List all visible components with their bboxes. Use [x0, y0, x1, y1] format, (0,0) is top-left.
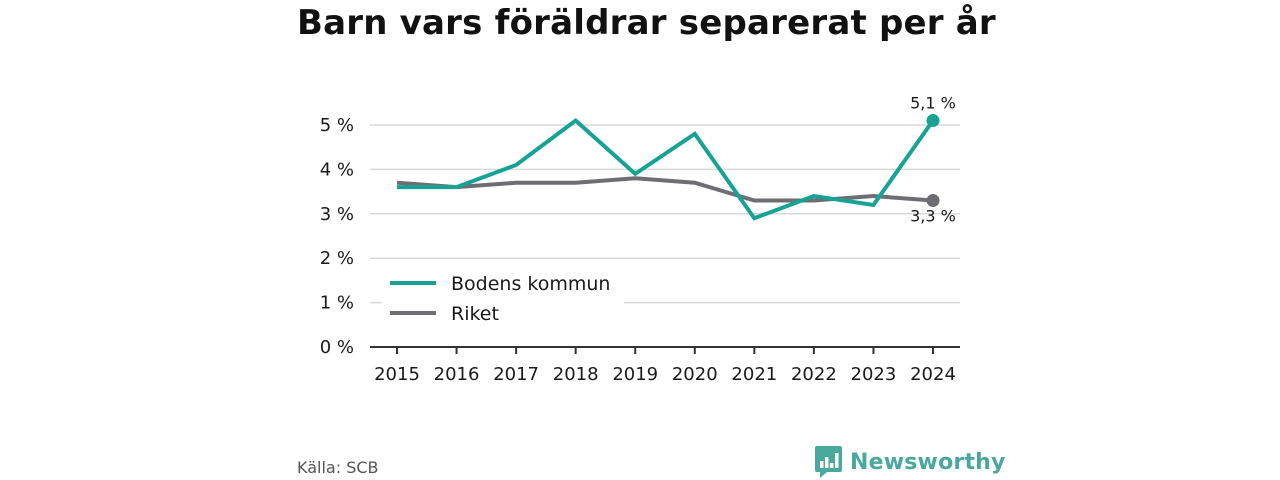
x-tick-label: 2020	[672, 364, 718, 385]
legend-label: Riket	[451, 303, 499, 325]
y-tick-label: 2 %	[320, 248, 354, 269]
end-label-riket: 3,3 %	[910, 206, 956, 225]
y-tick-label: 5 %	[320, 115, 354, 136]
chart-title: Barn vars föräldrar separerat per år	[297, 3, 996, 43]
x-tick-label: 2023	[851, 364, 897, 385]
brand-logo: Newsworthy	[815, 446, 1006, 478]
y-tick-label: 4 %	[320, 159, 354, 180]
x-tick-label: 2022	[791, 364, 837, 385]
series-line-bodens-kommun	[397, 117, 935, 221]
x-tick-label: 2021	[731, 364, 777, 385]
x-tick-label: 2018	[553, 364, 599, 385]
x-axis: 2015 2016 2017 2018 2019 2020 2021 2022 2023 2024	[370, 346, 960, 385]
y-tick-label: 0 %	[320, 337, 354, 358]
x-tick-label: 2017	[493, 364, 539, 385]
y-tick-label: 1 %	[320, 293, 354, 314]
x-tick-label: 2024	[910, 364, 956, 385]
x-tick-label: 2016	[434, 364, 480, 385]
legend-label: Bodens kommun	[451, 273, 610, 295]
end-label-bodens-kommun: 5,1 %	[910, 94, 956, 113]
x-tick-label: 2015	[374, 364, 420, 385]
end-labels: 5,1 % 3,3 %	[910, 94, 956, 226]
x-tick-label: 2019	[612, 364, 658, 385]
series-end-point	[926, 193, 940, 207]
series-lines	[396, 114, 940, 221]
legend: Bodens kommun Riket	[382, 266, 624, 330]
legend-background	[382, 266, 624, 330]
brand-name: Newsworthy	[850, 449, 1006, 475]
grid-lines: 0 % 1 % 2 % 3 % 4 % 5 %	[320, 115, 960, 358]
source-note: Källa: SCB	[297, 458, 379, 477]
series-end-point	[926, 114, 940, 128]
bar-chart-speech-bubble-icon	[815, 446, 842, 478]
y-tick-label: 3 %	[320, 204, 354, 225]
series-line-riket	[396, 176, 934, 203]
